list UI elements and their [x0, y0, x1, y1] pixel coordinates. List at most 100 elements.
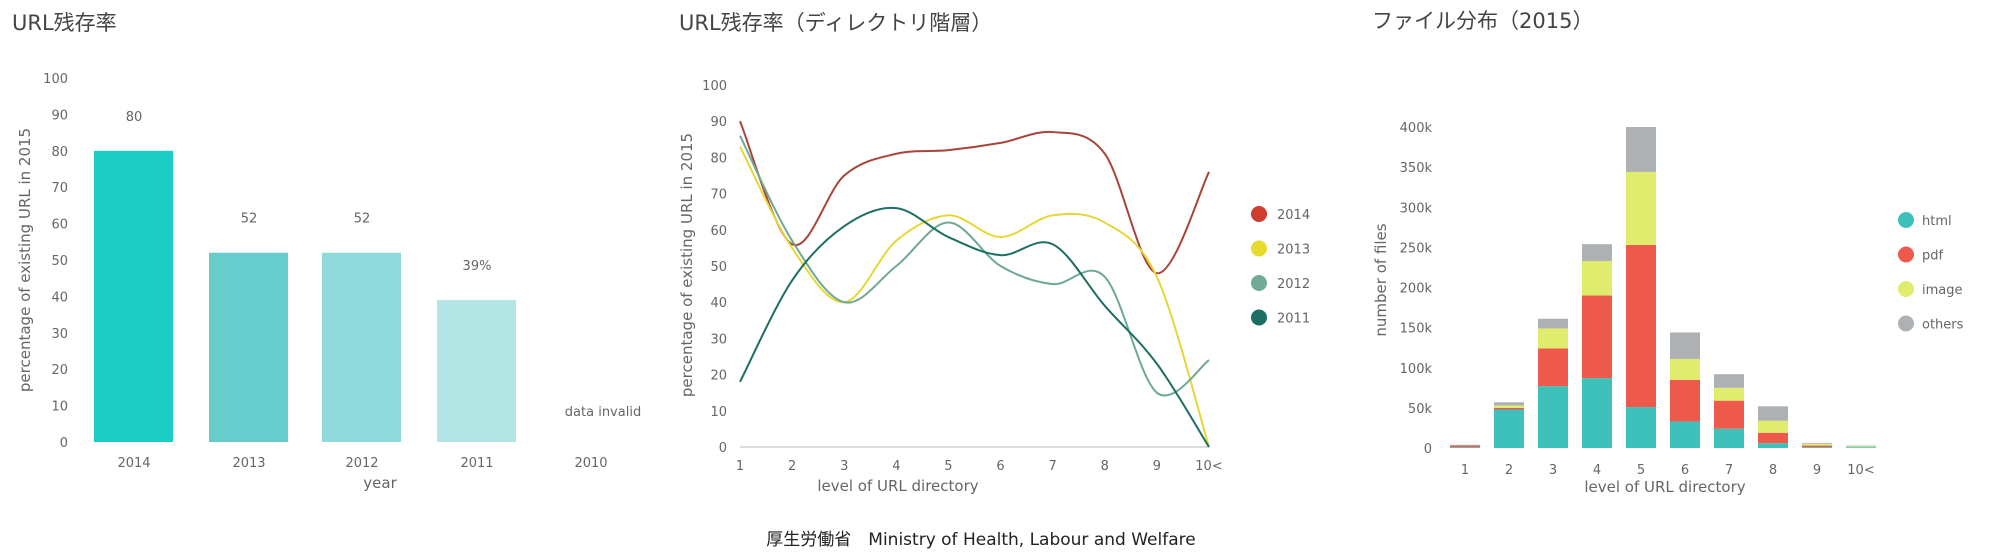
y-tick-label: 30 — [710, 332, 727, 347]
x-tick-label: 2010 — [574, 456, 607, 471]
x-tick-label: 5 — [1637, 463, 1645, 478]
chart1-y-axis-label: percentage of existing URL in 2015 — [16, 128, 34, 392]
bar-segment-others — [1494, 402, 1524, 406]
y-tick-label: 80 — [51, 145, 68, 160]
x-tick-label: 2 — [788, 459, 796, 474]
chart-url-survival: URL残存率 0 10 20 30 40 50 60 70 80 90 100 80 2014 52 20… — [12, 11, 641, 492]
bar-segment-pdf — [1670, 379, 1700, 422]
legend-swatch-html — [1898, 212, 1914, 228]
bar-segment-others — [1670, 332, 1700, 359]
y-tick-label: 20 — [710, 369, 727, 384]
bar-segment-image — [1802, 443, 1832, 446]
bar-segment-image — [1538, 328, 1568, 349]
bar-data-label: 52 — [241, 212, 258, 227]
y-tick-label: 350k — [1400, 161, 1433, 176]
y-tick-label: 50 — [51, 254, 68, 269]
legend-label: html — [1922, 214, 1952, 229]
bar-segment-pdf — [1802, 445, 1832, 448]
legend-label: 2011 — [1277, 312, 1310, 327]
bar-segment-others — [1626, 127, 1656, 172]
chart-file-distribution: ファイル分布（2015） 0 50k 100k 150k 200k 250k 300k 350… — [1372, 9, 1964, 496]
bar-segment-image — [1670, 358, 1700, 380]
x-tick-label: 3 — [840, 459, 848, 474]
bar-segment-pdf — [1626, 244, 1656, 408]
x-tick-label: 10< — [1847, 463, 1874, 478]
y-tick-label: 60 — [710, 224, 727, 239]
bar-segment-pdf — [1538, 348, 1568, 387]
bar-segment-others — [1582, 244, 1612, 262]
legend-label: image — [1922, 283, 1963, 298]
bar-segment-html — [1494, 409, 1524, 448]
x-tick-label: 1 — [736, 459, 744, 474]
x-tick-label: 2 — [1505, 463, 1513, 478]
bar-2013 — [209, 252, 288, 442]
x-tick-label: 2013 — [232, 456, 265, 471]
bar-segment-image — [1714, 387, 1744, 401]
bar-segment-html — [1714, 428, 1744, 448]
x-tick-label: 4 — [1593, 463, 1601, 478]
bar-segment-html — [1626, 407, 1656, 448]
y-tick-label: 100 — [702, 79, 727, 94]
chart3-x-axis-label: level of URL directory — [1584, 478, 1745, 496]
footer-credit: 厚生労働省 Ministry of Health, Labour and Wel… — [766, 530, 1195, 550]
y-tick-label: 150k — [1400, 322, 1433, 337]
y-tick-label: 90 — [51, 108, 68, 123]
x-tick-label: 2011 — [460, 456, 493, 471]
bar-segment-html — [1846, 447, 1876, 448]
y-tick-label: 10 — [51, 400, 68, 415]
chart3-title: ファイル分布（2015） — [1372, 9, 1593, 33]
chart-url-survival-by-directory: URL残存率（ディレクトリ階層） 0102030405060708090100 … — [678, 11, 1310, 495]
bar-data-label: 80 — [126, 110, 143, 125]
x-tick-label: 3 — [1549, 463, 1557, 478]
y-tick-label: 200k — [1400, 282, 1433, 297]
bar-segment-others — [1538, 318, 1568, 329]
x-tick-label: 9 — [1153, 459, 1161, 474]
bar-2011 — [437, 300, 516, 442]
y-tick-label: 0 — [1424, 442, 1432, 457]
y-tick-label: 70 — [710, 188, 727, 203]
y-tick-label: 70 — [51, 181, 68, 196]
x-tick-label: 7 — [1049, 459, 1057, 474]
x-tick-label: 2014 — [117, 456, 150, 471]
line-series-2011 — [739, 206, 1210, 448]
y-tick-label: 40 — [710, 296, 727, 311]
bar-segment-others — [1714, 374, 1744, 388]
bar-segment-pdf — [1758, 432, 1788, 444]
y-tick-label: 100k — [1400, 362, 1433, 377]
legend-label: 2014 — [1277, 208, 1310, 223]
bar-segment-image — [1582, 261, 1612, 296]
bar-segment-pdf — [1450, 445, 1480, 448]
y-tick-label: 400k — [1400, 121, 1433, 136]
x-tick-label: 5 — [944, 459, 952, 474]
bar-segment-image — [1846, 446, 1876, 448]
y-tick-label: 250k — [1400, 241, 1433, 256]
bar-segment-others — [1846, 445, 1876, 447]
x-tick-label: 6 — [996, 459, 1004, 474]
bar-segment-html — [1538, 386, 1568, 448]
legend-swatch-2011 — [1251, 309, 1267, 326]
legend-swatch-pdf — [1898, 246, 1914, 263]
bar-segment-html — [1802, 447, 1832, 448]
x-tick-label: 2012 — [345, 456, 378, 471]
chart2-x-axis-label: level of URL directory — [817, 477, 978, 495]
bar-segment-image — [1626, 171, 1656, 245]
line-series-2013 — [739, 146, 1210, 448]
bar-segment-others — [1758, 406, 1788, 421]
y-tick-label: 80 — [710, 151, 727, 166]
x-tick-label: 8 — [1769, 463, 1777, 478]
legend-label: 2013 — [1277, 243, 1310, 258]
legend-swatch-2012 — [1251, 275, 1267, 291]
bar-segment-image — [1758, 420, 1788, 433]
bar-segment-pdf — [1714, 400, 1744, 429]
chart3-y-axis-label: number of files — [1372, 223, 1390, 336]
chart1-x-axis-label: year — [363, 474, 397, 492]
x-tick-label: 1 — [1461, 463, 1469, 478]
y-tick-label: 20 — [51, 363, 68, 378]
legend-swatch-2013 — [1251, 240, 1267, 257]
bar-segment-html — [1582, 378, 1612, 448]
bar-segment-html — [1450, 447, 1480, 448]
y-tick-label: 60 — [51, 218, 68, 233]
x-tick-label: 8 — [1101, 459, 1109, 474]
legend-label: 2012 — [1277, 277, 1310, 292]
line-series-2014 — [739, 120, 1210, 275]
